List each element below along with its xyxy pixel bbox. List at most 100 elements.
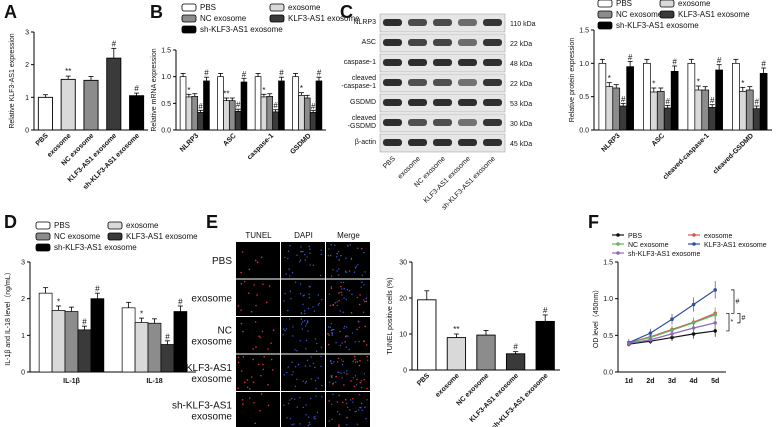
blot-band (433, 59, 452, 66)
nucleus-dot (351, 332, 354, 334)
nucleus-dot (290, 398, 293, 400)
nucleus-dot (320, 355, 322, 358)
apoptotic-dot (327, 332, 329, 335)
y-tick-label: 0.0 (603, 370, 613, 377)
blot-band (383, 79, 402, 86)
nucleus-dot (307, 330, 309, 332)
apoptotic-dot (346, 373, 348, 375)
nucleus-dot (340, 372, 342, 374)
nucleus-dot (357, 247, 359, 249)
data-point (670, 335, 674, 340)
bar (619, 105, 628, 131)
nucleus-dot (363, 284, 365, 286)
nucleus-dot (294, 366, 297, 368)
nucleus-dot (342, 281, 345, 284)
nucleus-dot (343, 288, 345, 290)
legend-marker (616, 242, 620, 246)
data-point (670, 328, 674, 333)
apoptotic-dot (344, 336, 347, 338)
blot-band (383, 119, 402, 126)
significance-mark: # (754, 98, 759, 107)
legend-label: sh-KLF3-AS1 exosome (54, 243, 137, 252)
nucleus-dot (305, 380, 308, 383)
y-tick-label: 0.5 (579, 94, 589, 101)
x-tick-label: 4d (690, 378, 698, 385)
nucleus-dot (337, 371, 339, 373)
significance-mark: * (741, 79, 744, 88)
nucleus-dot (307, 307, 310, 310)
apoptotic-dot (252, 381, 255, 384)
significance-mark: * (652, 80, 655, 89)
bar (90, 298, 105, 373)
apoptotic-dot (359, 294, 361, 296)
apoptotic-dot (261, 330, 264, 333)
nucleus-dot (292, 371, 294, 373)
y-tick-label: 2 (21, 296, 25, 303)
nucleus-dot (294, 281, 297, 283)
legend-swatch (181, 25, 197, 34)
nucleus-dot (342, 360, 344, 363)
blot-kda-label: 48 kDa (510, 61, 532, 68)
nucleus-dot (354, 375, 357, 377)
nucleus-dot (356, 296, 358, 299)
bar (298, 94, 305, 131)
apoptotic-dot (359, 360, 361, 362)
blot-band (383, 19, 402, 26)
nucleus-dot (340, 281, 342, 284)
nucleus-dot (334, 302, 337, 304)
nucleus-dot (337, 274, 340, 276)
blot-row-label: GSDMD (350, 99, 376, 106)
legend-swatch (107, 221, 123, 230)
bar (203, 80, 210, 131)
blot-band (483, 19, 502, 26)
nucleus-dot (344, 325, 346, 328)
nucleus-dot (316, 342, 318, 345)
data-point (713, 329, 717, 333)
nucleus-dot (345, 326, 348, 328)
y-tick-label: 1.5 (579, 28, 589, 35)
blot-row-label: -caspase-1 (341, 83, 376, 90)
blot-band (408, 99, 427, 106)
nucleus-dot (346, 370, 348, 372)
apoptotic-dot (270, 342, 272, 344)
y-tick-label: 1 (25, 95, 29, 102)
apoptotic-dot (353, 355, 356, 358)
nucleus-dot (304, 312, 306, 315)
nucleus-dot (299, 423, 301, 425)
nucleus-dot (287, 366, 289, 368)
nucleus-dot (302, 303, 304, 306)
nucleus-dot (340, 254, 342, 257)
nucleus-dot (314, 338, 317, 340)
bar (292, 76, 299, 131)
nucleus-dot (307, 321, 309, 323)
apoptotic-dot (356, 328, 358, 331)
blot-band (383, 139, 402, 146)
nucleus-dot (360, 380, 363, 382)
nucleus-dot (300, 246, 302, 248)
nucleus-dot (302, 295, 304, 297)
nucleus-dot (294, 349, 296, 351)
apoptotic-dot (335, 375, 337, 378)
bar (670, 70, 679, 131)
y-tick-label: 10 (399, 332, 407, 339)
nucleus-dot (290, 297, 292, 300)
nucleus-dot (352, 401, 354, 403)
bar (535, 320, 555, 371)
blot-band (408, 119, 427, 126)
nucleus-dot (299, 340, 301, 342)
significance-mark: # (279, 69, 284, 78)
imaging-column-label: TUNEL (245, 231, 272, 240)
legend-label: exosome (288, 3, 321, 12)
micrograph-tile (236, 354, 280, 391)
nucleus-dot (360, 386, 363, 389)
blot-band (433, 39, 452, 46)
bar (240, 81, 248, 131)
nucleus-dot (338, 413, 341, 415)
nucleus-dot (354, 410, 356, 413)
y-tick-label: 1.0 (603, 296, 613, 303)
micrograph-tile (236, 317, 280, 354)
bar (51, 310, 66, 373)
blot-band (458, 39, 477, 46)
significance-mark: # (236, 101, 241, 110)
apoptotic-dot (350, 380, 352, 382)
